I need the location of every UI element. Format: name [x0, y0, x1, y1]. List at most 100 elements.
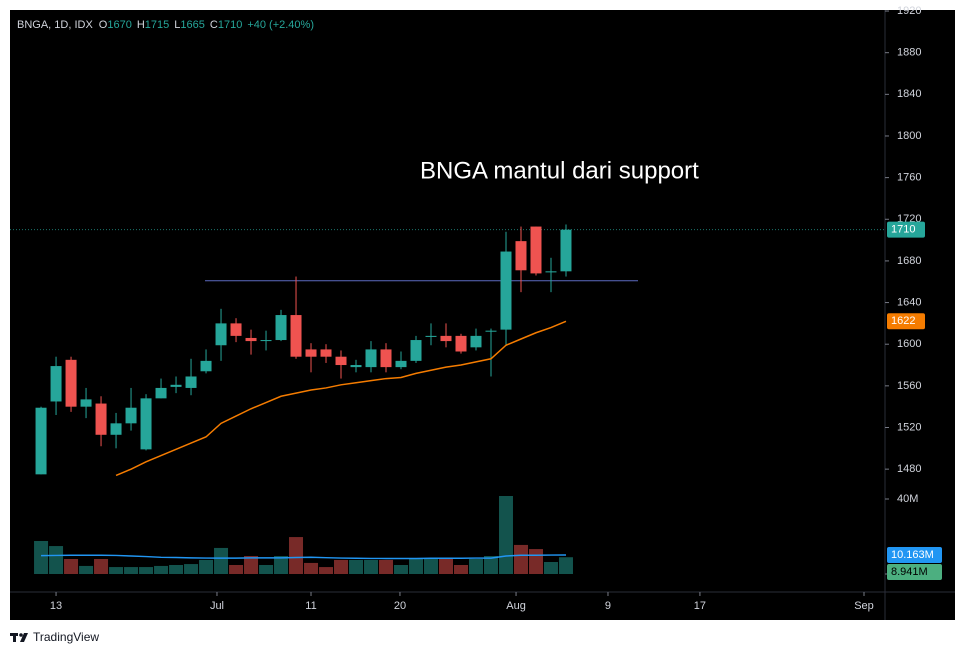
candle-body [50, 366, 62, 402]
volume-bar [274, 556, 289, 574]
volume-bar [49, 546, 64, 574]
volume-bar [468, 559, 483, 574]
volume-bar [304, 562, 319, 574]
candle-body [215, 323, 227, 346]
last-price-label: 1710 [891, 224, 915, 236]
candle-body [95, 403, 107, 435]
volume-bar [364, 559, 379, 574]
close-value: 1710 [218, 19, 242, 31]
candle-body [80, 399, 92, 407]
candle-body [35, 407, 47, 475]
y-tick-label: 1800 [897, 130, 921, 142]
volume-bar [244, 556, 259, 574]
volume-bar [334, 559, 349, 574]
marks: 1480152015601600164016801720176018001840… [10, 5, 942, 612]
volume-bar [543, 562, 558, 574]
volume-bar [79, 565, 94, 574]
logo-shape [19, 633, 23, 637]
volume-bar [199, 559, 214, 574]
x-tick-label: Sep [854, 600, 874, 612]
candle-body [155, 387, 167, 399]
x-tick-label: 13 [50, 600, 62, 612]
candle-body [110, 423, 122, 435]
volume-bar [289, 537, 304, 574]
candle-body [260, 340, 272, 342]
brand: TradingView [33, 630, 99, 644]
x-tick-label: 9 [605, 600, 611, 612]
candle-body [425, 335, 437, 337]
volume-tick-label: 40M [897, 493, 918, 505]
candle-body [320, 349, 332, 357]
candle-body [65, 359, 77, 407]
y-tick-label: 1640 [897, 296, 921, 308]
volume-bar [349, 559, 364, 574]
volume-bar [319, 567, 334, 574]
x-tick-label: 17 [694, 600, 706, 612]
chart-background [10, 10, 955, 620]
candle-body [560, 229, 572, 272]
candle-body [350, 365, 362, 368]
ohlc-letter: O [99, 19, 108, 31]
y-tick-label: 1520 [897, 421, 921, 433]
candle-body [470, 335, 482, 348]
last-price-label-box [887, 221, 925, 238]
candle-body [335, 356, 347, 366]
volume-bar [528, 549, 543, 574]
y-tick-label: 1560 [897, 380, 921, 392]
volume-bar [214, 547, 229, 574]
volume-bar [379, 559, 394, 574]
candle-body [485, 330, 497, 332]
volume-bar [483, 556, 498, 574]
low-value: 1665 [180, 19, 204, 31]
high-value: 1715 [145, 19, 169, 31]
y-tick-label: 1680 [897, 255, 921, 267]
y-tick-label: 1760 [897, 172, 921, 184]
candle-body [125, 407, 137, 424]
candle-body [365, 349, 377, 368]
volume-bar [424, 558, 439, 574]
ma-price-label: 1622 [891, 315, 915, 327]
candle-body [440, 335, 452, 342]
volume-bar [394, 565, 409, 574]
volume-bar [453, 565, 468, 574]
candle-body [305, 349, 317, 357]
volume-bar [139, 567, 154, 574]
candle-body [185, 376, 197, 388]
logo-shape [20, 633, 28, 642]
candle-body [500, 251, 512, 330]
candle-body [200, 360, 212, 372]
volume-bar [34, 541, 49, 574]
volume-ma-label-box [887, 546, 942, 563]
brand-logo [10, 633, 28, 642]
volume-bar [409, 559, 424, 574]
candle-body [275, 315, 287, 341]
volume-ma-label: 10.163M [891, 549, 934, 561]
x-tick-label: 11 [305, 600, 316, 612]
volume-bar [109, 567, 124, 574]
y-tick-label: 1880 [897, 47, 921, 59]
volume-bar [64, 559, 79, 574]
x-tick-label: Aug [506, 600, 526, 612]
volume-bar [169, 565, 184, 574]
annotation: BNGA mantul dari support [420, 157, 699, 184]
volume-bar [229, 565, 244, 574]
candle-body [245, 337, 257, 342]
y-tick-label: 1600 [897, 338, 921, 350]
x-tick-label: 20 [394, 600, 406, 612]
candle-body [230, 323, 242, 336]
ohlc-letter: H [137, 19, 145, 31]
candle-body [455, 335, 467, 352]
candle-body [530, 226, 542, 274]
y-tick-label: 1480 [897, 463, 921, 475]
candle-body [140, 398, 152, 450]
candle-body [545, 271, 557, 273]
volume-bar [94, 559, 109, 574]
change: +40 (+2.40%) [247, 19, 314, 31]
candle-body [170, 384, 182, 387]
symbol: BNGA, 1D, IDX [17, 19, 93, 31]
volume-bar [513, 544, 528, 574]
header: BNGA, 1D, IDX O1670 H1715 L1665 C1710 +40 (+2… [17, 19, 314, 31]
y-tick-label: 1920 [897, 5, 921, 17]
